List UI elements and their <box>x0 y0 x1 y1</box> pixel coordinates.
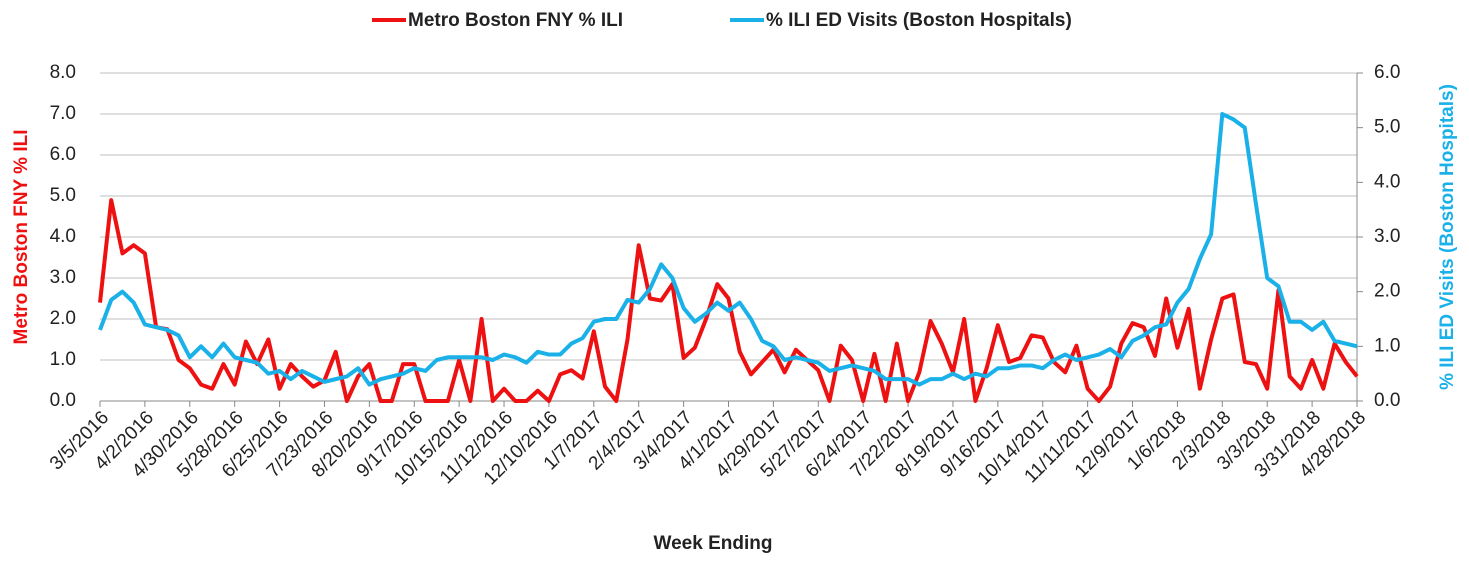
y2-tick-label: 5.0 <box>1374 117 1400 138</box>
x-axis-label: Week Ending <box>654 533 773 554</box>
y-axis-label: Metro Boston FNY % ILI <box>11 130 32 345</box>
y-tick-label: 0.0 <box>50 390 76 411</box>
y2-tick-label: 4.0 <box>1374 171 1400 192</box>
y2-axis-label: % ILI ED Visits (Boston Hospitals) <box>1437 84 1458 390</box>
legend-label: % ILI ED Visits (Boston Hospitals) <box>766 10 1072 31</box>
y2-tick-label: 0.0 <box>1374 390 1400 411</box>
y-tick-label: 2.0 <box>50 308 76 329</box>
series-line <box>98 112 1358 387</box>
y-tick-label: 8.0 <box>50 62 76 83</box>
y-tick-label: 1.0 <box>50 349 76 370</box>
y-tick-label: 5.0 <box>50 185 76 206</box>
y-tick-label: 6.0 <box>50 144 76 165</box>
legend-label: Metro Boston FNY % ILI <box>408 10 623 31</box>
y-tick-label: 4.0 <box>50 226 76 247</box>
y2-tick-label: 6.0 <box>1374 62 1400 83</box>
y2-tick-label: 2.0 <box>1374 281 1400 302</box>
y-tick-label: 3.0 <box>50 267 76 288</box>
y-tick-label: 7.0 <box>50 103 76 124</box>
y2-tick-label: 3.0 <box>1374 226 1400 247</box>
series-line <box>98 198 1359 403</box>
y2-tick-label: 1.0 <box>1374 335 1400 356</box>
